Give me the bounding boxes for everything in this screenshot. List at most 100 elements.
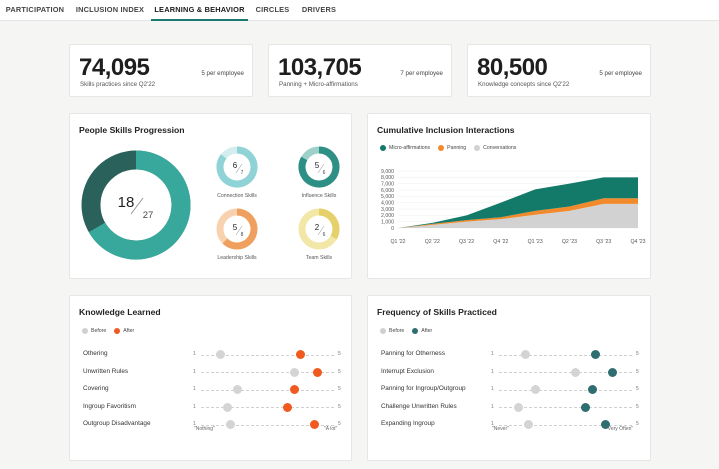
main-donut-denominator: 27	[143, 210, 154, 221]
skill-donut-arc	[216, 146, 258, 188]
main-donut-numerator: 18	[118, 194, 135, 211]
row-track	[499, 407, 632, 408]
before-marker	[570, 367, 580, 377]
row-track	[201, 354, 334, 356]
legend-after: After	[114, 328, 134, 334]
tab-learning-behavior[interactable]: LEARNING & BEHAVIOR	[151, 0, 248, 21]
row-label: Interrupt Exclusion	[381, 367, 434, 375]
scale-min-label: 1	[193, 421, 196, 427]
scale-end-right: "Very Often"	[606, 426, 634, 432]
scale-min-label: 1	[193, 351, 196, 357]
tab-circles[interactable]: CIRCLES	[255, 5, 290, 14]
legend-before: Before	[380, 328, 404, 334]
skill-donut-numerator: 5	[233, 223, 238, 232]
stat-label: Knowledge concepts since Q2'22	[478, 81, 570, 88]
scale-min-label: 1	[193, 403, 196, 410]
row-label: Challenge Unwritten Rules	[381, 402, 457, 410]
scale-min-label: 1	[491, 403, 494, 410]
skill-label-leadership: Leadership Skills	[217, 255, 257, 261]
before-marker	[521, 350, 531, 359]
tab-drivers[interactable]: DRIVERS	[301, 5, 337, 14]
after-marker	[580, 402, 590, 412]
after-marker	[296, 350, 306, 359]
row-track	[201, 424, 334, 426]
skill-donut-numerator: 6	[233, 161, 238, 170]
scale-min-label: 1	[491, 386, 494, 392]
x-tick-label: Q4 '22	[493, 239, 508, 245]
fraction-slash	[235, 163, 243, 174]
legend-after: After	[412, 328, 432, 334]
after-marker	[600, 420, 610, 429]
scale-min-label: 1	[491, 351, 494, 357]
cumulative-area-chart: 9,0008,0007,0006,0005,0004,0003,0002,000…	[381, 169, 646, 245]
scale-min-label: 1	[491, 421, 494, 427]
frequency-card: Frequency of Skills Practiced Before Aft…	[367, 295, 651, 461]
skill-donut-denominator: 7	[241, 170, 244, 176]
row-label: Covering	[83, 385, 109, 392]
legend-label: Panning	[447, 145, 467, 151]
knowledge-legend: Before After	[82, 328, 142, 334]
scale-max-label: 5	[338, 351, 341, 357]
skill-donut-arc	[318, 208, 340, 240]
stat-per-employee: 5 per employee	[599, 70, 642, 77]
row-track	[499, 389, 632, 391]
y-tick-label: 6,000	[381, 188, 394, 194]
y-tick-label: 1,000	[381, 219, 394, 225]
row-track	[201, 372, 334, 373]
scale-max-label: 5	[636, 368, 639, 375]
after-marker	[309, 420, 319, 429]
fraction-slash	[317, 225, 325, 236]
scale-min-label: 1	[491, 368, 494, 375]
legend-conversations: Conversations	[474, 145, 516, 151]
row-track	[201, 407, 334, 408]
skill-donut-arc	[222, 208, 258, 250]
y-tick-label: 0	[391, 226, 394, 232]
stat-card-knowledge-concepts: 80,500 Knowledge concepts since Q2'22 5 …	[467, 44, 651, 97]
card-title: Cumulative Inclusion Interactions	[377, 125, 515, 135]
row-label: Unwritten Rules	[83, 367, 129, 375]
legend-label: After	[421, 328, 433, 334]
skill-donut-numerator: 5	[315, 161, 320, 170]
legend-label: Before	[389, 328, 405, 334]
stat-value: 74,095	[79, 54, 150, 81]
y-tick-label: 3,000	[381, 207, 394, 213]
area-micro-affirmations	[398, 177, 638, 228]
legend-panning: Panning	[438, 145, 466, 151]
scale-max-label: 5	[636, 386, 639, 392]
scale-max-label: 5	[636, 351, 639, 357]
before-marker	[514, 402, 524, 412]
x-tick-label: Q4 '23	[630, 239, 645, 245]
scale-end-right: "A lot"	[324, 426, 338, 432]
knowledge-learned-card: Knowledge Learned Before After Othering 1…	[69, 295, 352, 461]
skill-donut-arc	[298, 146, 340, 188]
scale-max-label: 5	[338, 386, 341, 392]
row-label: Expanding Ingroup	[381, 420, 435, 427]
after-marker	[312, 367, 322, 377]
skill-label-connection: Connection Skills	[217, 193, 257, 199]
legend-dot	[82, 328, 88, 334]
stat-per-employee: 5 per employee	[201, 70, 244, 77]
card-title: Knowledge Learned	[79, 307, 161, 317]
before-marker	[223, 402, 233, 412]
tab-participation[interactable]: PARTICIPATION	[5, 5, 65, 14]
y-tick-label: 9,000	[381, 169, 394, 175]
x-tick-label: Q2 '23	[562, 239, 577, 245]
scale-min-label: 1	[193, 368, 196, 375]
row-label: Panning for Otherness	[381, 350, 445, 357]
stat-card-panning: 103,705 Panning + Micro-affirmations 7 p…	[268, 44, 452, 97]
legend-micro-affirmations: Micro-affirmations	[380, 145, 430, 151]
legend-dot	[114, 328, 121, 334]
legend-dot	[380, 328, 386, 334]
before-marker	[289, 367, 299, 377]
tab-inclusion-index[interactable]: INCLUSION INDEX	[75, 5, 145, 14]
scale-max-label: 5	[338, 368, 341, 375]
legend-dot	[438, 145, 445, 151]
before-marker	[531, 385, 541, 394]
card-title: People Skills Progression	[79, 125, 185, 135]
cumulative-card: Cumulative Inclusion Interactions Micro-…	[367, 113, 651, 279]
legend-label: After	[123, 328, 135, 334]
x-tick-label: Q3 '22	[459, 239, 474, 245]
y-tick-label: 5,000	[381, 194, 394, 200]
y-tick-label: 4,000	[381, 200, 394, 206]
